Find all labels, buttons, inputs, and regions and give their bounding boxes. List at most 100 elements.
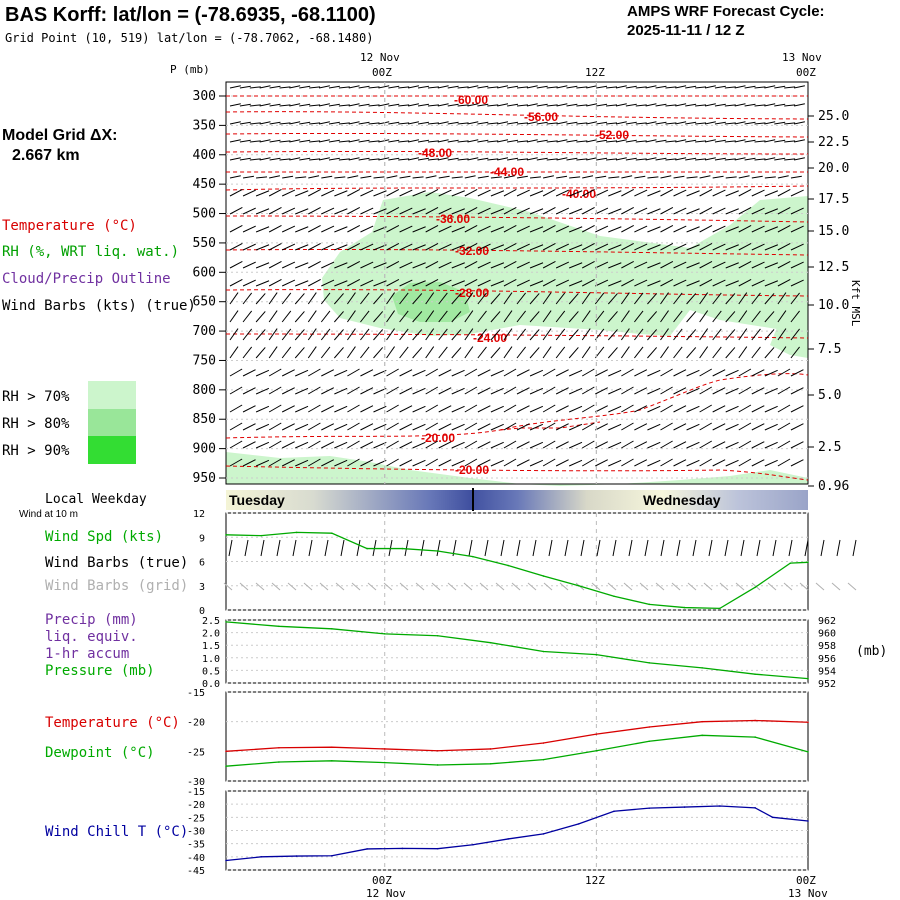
wind-barb (608, 459, 622, 467)
wind-barb (784, 158, 796, 161)
surface-barb-grid (447, 582, 457, 591)
wind-barb (526, 121, 538, 125)
wind-barb (412, 329, 423, 341)
wind-speed-line-point (789, 562, 792, 564)
wind-barb (464, 458, 478, 467)
wind-barb (477, 279, 491, 287)
wind-barb (516, 346, 527, 359)
wind-barb (754, 122, 766, 125)
wind-barb (764, 280, 779, 287)
wind-barb (417, 157, 429, 161)
wind-barb (536, 121, 548, 125)
wind-barb (358, 139, 370, 143)
wind-barb (777, 242, 791, 251)
wind-barb (295, 387, 309, 395)
wind-barb (725, 244, 739, 251)
wind-barb (660, 422, 673, 431)
wind-barb (724, 104, 736, 107)
wind-barb (751, 369, 765, 377)
wind-barb (699, 328, 709, 341)
wind-barb (477, 157, 489, 161)
wind-barb (242, 261, 256, 269)
rh70-region-right (770, 262, 808, 358)
precip-tick-4: 2.0 (202, 629, 220, 640)
grid-point-info: Grid Point (10, 519) lat/lon = (-78.7062… (5, 31, 374, 45)
wind-barb (699, 386, 713, 395)
wind-barb (398, 140, 410, 143)
wind-barb (229, 404, 243, 413)
wind-barb (497, 121, 509, 125)
surface-barb-true (404, 539, 409, 557)
wind-barb (764, 369, 778, 377)
temperature-line-point (489, 748, 492, 750)
wind-barb (438, 423, 452, 431)
wind-barb (438, 387, 452, 395)
wind-barb (255, 244, 270, 251)
wind-barb (399, 441, 413, 449)
wind-barb (516, 207, 530, 215)
wind-barb (712, 423, 726, 431)
wind-barb (712, 261, 726, 269)
wind-barb (790, 243, 804, 251)
wind-barb (477, 387, 491, 395)
wind-barb (373, 190, 387, 197)
wind-barb (777, 422, 791, 431)
wind-barb (516, 405, 530, 413)
rh-shading (226, 192, 808, 486)
wind-barb (279, 104, 291, 107)
wind-barb (268, 292, 278, 305)
pressure-line-point (542, 650, 545, 653)
wind-barb (346, 328, 356, 341)
pressure-ticks: 300 350 400 450 500 550 600 650 700 750 800 850 900 9… (193, 89, 226, 486)
wind-barb (621, 386, 634, 395)
temperature-line-point (542, 742, 545, 744)
wind-barb (665, 158, 677, 161)
wind-barb (386, 224, 400, 233)
wind-barb (255, 423, 270, 431)
temperature-line-point (278, 746, 280, 749)
wind-barb (673, 243, 687, 251)
wind-barb (645, 139, 657, 143)
surface-barb-true (788, 539, 793, 557)
wind-barb (497, 103, 509, 107)
wind-barb (425, 206, 439, 215)
wind-barb (289, 157, 301, 161)
wind-barb (328, 85, 340, 89)
wind-speed-tick-12: 12 (193, 509, 205, 520)
wind-barb (229, 278, 243, 287)
wind-barb (268, 386, 282, 395)
wind-barb (529, 459, 544, 467)
wind-barb (490, 226, 505, 233)
wind-barb (686, 244, 700, 251)
wind-barb (606, 104, 618, 107)
wind-barb (229, 440, 243, 449)
wind-barb (568, 405, 583, 413)
wind-barb (281, 369, 295, 377)
wind-barb (634, 423, 648, 431)
wind-barb (568, 293, 579, 305)
surface-barb-grid (591, 582, 601, 591)
wind-barb (529, 311, 540, 323)
wind-barb (347, 188, 361, 197)
wind-barb (738, 278, 752, 287)
wind-barb (386, 440, 399, 449)
wind-barb (695, 104, 707, 107)
wind-barb (259, 85, 271, 89)
top-00z-label: 00Z (372, 66, 392, 79)
wind-barb (777, 310, 787, 323)
series-lines (225, 531, 809, 862)
precip-legend-accum: 1-hr accum (45, 646, 130, 662)
wind-barb (516, 122, 528, 125)
contour-label-0: -60.00 (454, 93, 488, 107)
wind-barb (360, 387, 374, 395)
wind-barb (556, 121, 568, 125)
wind-barb (536, 103, 548, 107)
wind-barb (229, 310, 239, 323)
wind-barb (318, 139, 330, 143)
windchill-tick--15: -15 (187, 787, 205, 798)
wind-barb (555, 279, 570, 287)
wind-barb (764, 311, 775, 323)
wind-barb (526, 139, 538, 143)
wind-barb (586, 139, 598, 143)
surface-barb-grid (431, 582, 441, 591)
